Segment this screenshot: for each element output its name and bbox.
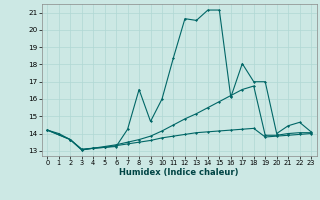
X-axis label: Humidex (Indice chaleur): Humidex (Indice chaleur) [119, 168, 239, 177]
